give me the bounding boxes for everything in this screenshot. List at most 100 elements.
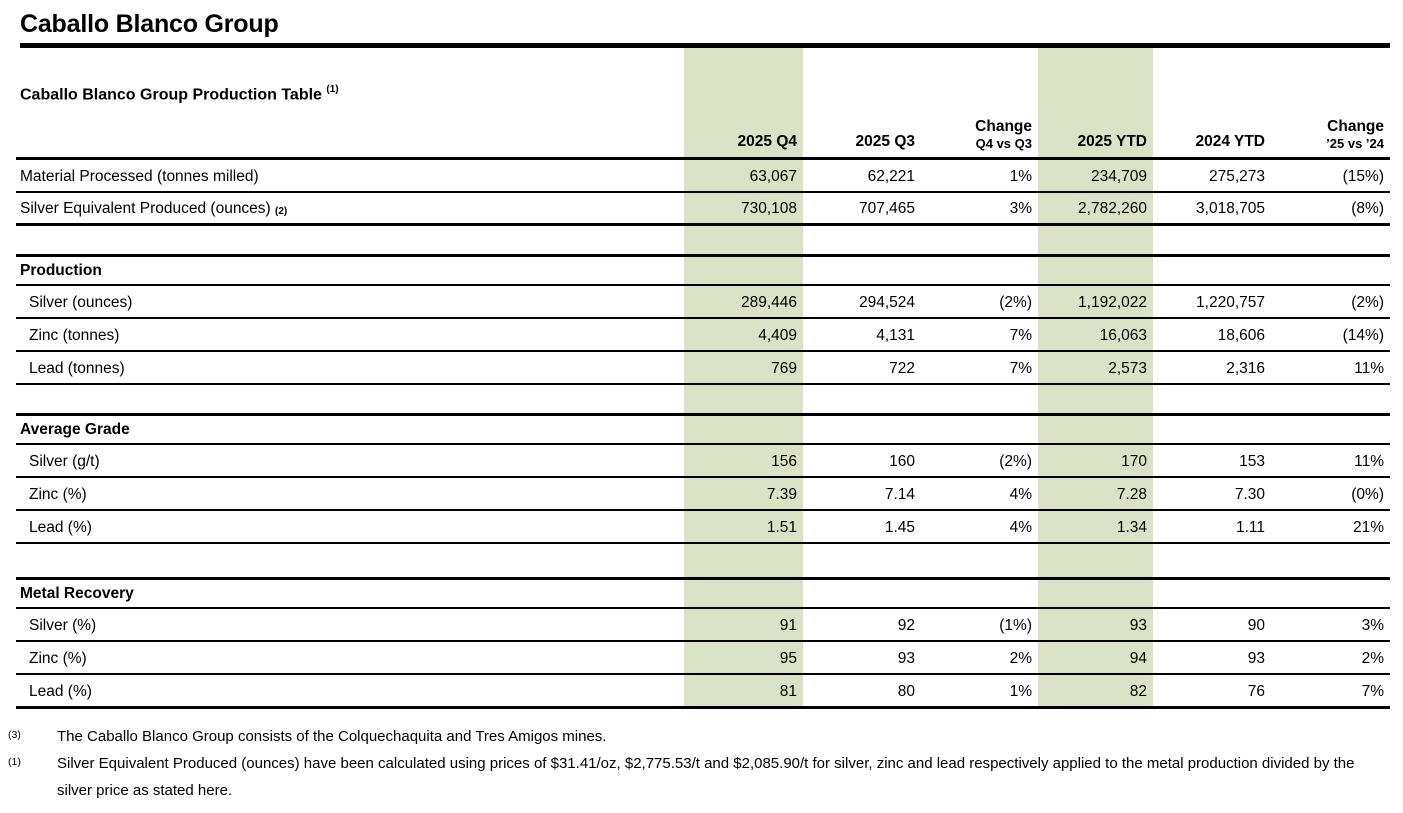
column-header-label: 2024 YTD [1195, 133, 1265, 150]
footnote-marker: (3) [8, 729, 21, 741]
table-row-silver-equivalent: Silver Equivalent Produced (ounces) (2) … [16, 193, 1390, 226]
cell-2025-ytd: 16,063 [1038, 319, 1153, 350]
cell-2025-q4: 730,108 [684, 193, 803, 223]
spacer-highlight-cell [684, 544, 803, 577]
cell-change-q4-vs-q3: 1% [1009, 683, 1032, 700]
cell-change-q4-vs-q3: (2%) [999, 453, 1032, 470]
spacer-row [16, 226, 1390, 254]
column-header-sublabel: ’25 vs ’24 [1326, 136, 1384, 151]
section-highlight-cell [1038, 416, 1153, 443]
row-label: Silver Equivalent Produced (ounces) (2) [16, 193, 684, 223]
cell-2025-q3: 294,524 [858, 294, 915, 311]
cell-2025-q3: 707,465 [858, 200, 915, 217]
cell-change-25-vs-24: 11% [1354, 453, 1384, 470]
row-label: Zinc (tonnes) [29, 327, 120, 344]
row-label: Silver (ounces) [29, 294, 133, 311]
footnote-text: The Caballo Blanco Group consists of the… [57, 728, 607, 745]
caption-footnote-ref: (1) [326, 83, 339, 95]
cell-2024-ytd: 90 [1247, 617, 1265, 634]
cell-2024-ytd: 18,606 [1217, 327, 1265, 344]
table-caption-cell: Caballo Blanco Group Production Table (1… [16, 48, 684, 157]
cell-change-25-vs-24: 3% [1361, 617, 1384, 634]
cell-2025-q4: 63,067 [684, 160, 803, 191]
footnote-text: Silver Equivalent Produced (ounces) have… [57, 755, 1355, 799]
section-highlight-cell [684, 416, 803, 443]
column-header-change-25-vs-24: Change ’25 vs ’24 [1271, 48, 1390, 157]
cell-2025-ytd: 2,573 [1038, 352, 1153, 383]
section-cell [1271, 416, 1390, 443]
cell-change-25-vs-24: (15%) [1342, 168, 1384, 185]
spacer-cell [803, 385, 921, 413]
table-row-zinc-grade: Zinc (%) 7.39 7.14 4% 7.28 7.30 (0%) [16, 478, 1390, 511]
cell-2025-q3: 1.45 [884, 519, 915, 536]
cell-2025-ytd: 82 [1038, 675, 1153, 706]
row-label: Silver (g/t) [29, 453, 100, 470]
cell-change-q4-vs-q3: 4% [1009, 519, 1032, 536]
cell-2024-ytd: 1,220,757 [1196, 294, 1265, 311]
table-caption-text: Caballo Blanco Group Production Table [20, 86, 322, 104]
column-header-sublabel: Q4 vs Q3 [975, 136, 1032, 151]
table-row-material-processed: Material Processed (tonnes milled) 63,06… [16, 160, 1390, 193]
spacer-cell [16, 226, 684, 254]
spacer-highlight-cell [684, 385, 803, 413]
section-header-average-grade: Average Grade [16, 413, 1390, 445]
section-title: Metal Recovery [20, 584, 134, 602]
cell-change-25-vs-24: (0%) [1351, 486, 1384, 503]
cell-2025-q3: 4,131 [876, 327, 915, 344]
cell-2025-q3: 92 [897, 617, 915, 634]
cell-2025-ytd: 234,709 [1038, 160, 1153, 191]
cell-2024-ytd: 7.30 [1234, 486, 1265, 503]
row-label: Material Processed (tonnes milled) [20, 168, 259, 185]
spacer-highlight-cell [1038, 385, 1153, 413]
spacer-cell [921, 385, 1038, 413]
section-cell [921, 580, 1038, 607]
cell-change-25-vs-24: 11% [1354, 360, 1384, 377]
spacer-cell [1271, 544, 1390, 577]
section-header-production: Production [16, 254, 1390, 286]
cell-2024-ytd: 1.11 [1235, 519, 1265, 536]
cell-2024-ytd: 153 [1239, 453, 1265, 470]
column-header-2025-q3: 2025 Q3 [803, 48, 921, 157]
cell-change-q4-vs-q3: 3% [1009, 200, 1032, 217]
table-caption: Caballo Blanco Group Production Table (1… [20, 83, 339, 104]
row-label: Lead (%) [29, 683, 92, 700]
cell-2024-ytd: 275,273 [1208, 168, 1265, 185]
cell-2025-q3: 160 [889, 453, 915, 470]
cell-2024-ytd: 93 [1247, 650, 1265, 667]
cell-2025-q4: 95 [684, 642, 803, 673]
column-header-change-label: Change [1327, 118, 1384, 135]
cell-change-q4-vs-q3: 1% [1009, 168, 1032, 185]
cell-change-q4-vs-q3: 4% [1009, 486, 1032, 503]
cell-2025-q3: 7.14 [884, 486, 915, 503]
spacer-row [16, 544, 1390, 577]
cell-change-25-vs-24: (2%) [1351, 294, 1384, 311]
section-cell [1153, 416, 1271, 443]
row-label: Zinc (%) [29, 486, 87, 503]
section-cell [803, 580, 921, 607]
section-title: Average Grade [20, 420, 130, 438]
cell-2025-ytd: 1.34 [1038, 511, 1153, 542]
column-header-2025-q4: 2025 Q4 [684, 48, 803, 157]
section-title: Production [20, 261, 102, 279]
section-cell [1271, 257, 1390, 284]
cell-2024-ytd: 76 [1247, 683, 1265, 700]
spacer-cell [1153, 385, 1271, 413]
section-cell [803, 416, 921, 443]
row-label: Lead (tonnes) [29, 360, 125, 377]
section-highlight-cell [684, 257, 803, 284]
section-cell [803, 257, 921, 284]
cell-change-25-vs-24: (14%) [1342, 327, 1384, 344]
table-row-silver-grade: Silver (g/t) 156 160 (2%) 170 153 11% [16, 445, 1390, 478]
spacer-cell [803, 544, 921, 577]
spacer-cell [921, 226, 1038, 254]
row-label: Zinc (%) [29, 650, 87, 667]
cell-2025-q4: 91 [684, 609, 803, 640]
cell-change-25-vs-24: 7% [1361, 683, 1384, 700]
column-header-2024-ytd: 2024 YTD [1153, 48, 1271, 157]
cell-2024-ytd: 3,018,705 [1196, 200, 1265, 217]
spacer-highlight-cell [684, 226, 803, 254]
table-row-zinc-recovery: Zinc (%) 95 93 2% 94 93 2% [16, 642, 1390, 675]
column-header-change-label: Change [975, 118, 1032, 135]
cell-change-25-vs-24: 2% [1361, 650, 1384, 667]
footnote-3: (3) The Caballo Blanco Group consists of… [8, 723, 1390, 750]
